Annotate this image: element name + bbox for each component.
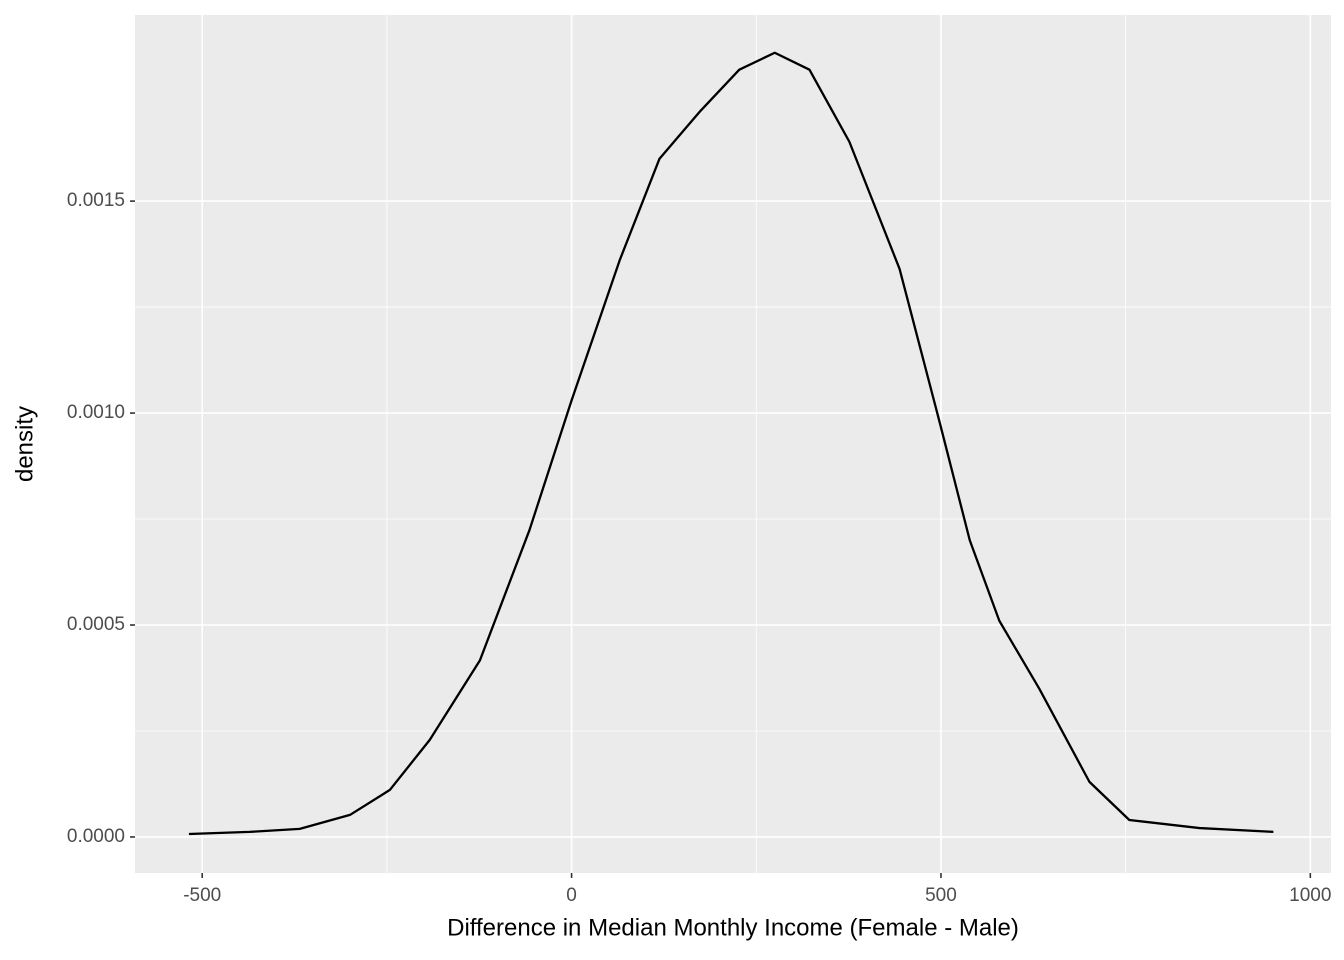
x-axis-title: Difference in Median Monthly Income (Fem…	[447, 914, 1019, 941]
panel	[135, 15, 1331, 873]
grid	[135, 15, 1331, 873]
marks	[188, 51, 1274, 836]
x-tick-label: 0	[566, 885, 577, 906]
y-tick-label: 0.0000	[67, 826, 125, 847]
y-tick-label: 0.0015	[67, 190, 125, 211]
y-axis-title: density	[11, 406, 38, 482]
density-line	[188, 51, 1274, 836]
y-tick-label: 0.0010	[67, 402, 125, 423]
x-tick-label: -500	[183, 885, 221, 906]
y-tick-label: 0.0005	[67, 614, 125, 635]
x-tick-label: 1000	[1289, 885, 1331, 906]
x-tick-label: 500	[925, 885, 957, 906]
